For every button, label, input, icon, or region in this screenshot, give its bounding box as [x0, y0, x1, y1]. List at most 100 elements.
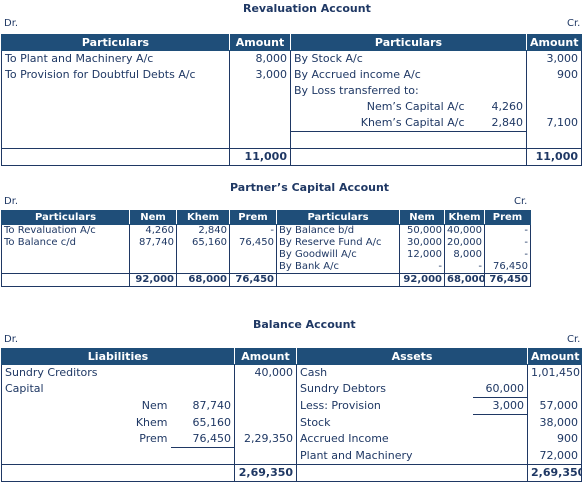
table-row: To Plant and Machinery A/c 8,000 By Stoc…	[2, 50, 583, 67]
header-cell: Nem	[399, 210, 445, 225]
header-cell: Particulars	[276, 210, 400, 225]
asset-label: Less: Provision	[300, 398, 381, 412]
total-left-khem: 68,000	[176, 273, 230, 287]
debit-nem: 4,260	[129, 224, 177, 237]
table-row: To Provision for Doubtful Debts A/c 3,00…	[2, 67, 583, 83]
credit-khem: 8,000	[444, 249, 485, 261]
liability-label: Sundry Creditors	[5, 366, 98, 379]
credit-amount: 3,000	[526, 50, 583, 67]
partner-name: Khem	[135, 415, 168, 429]
credit-nem: 12,000	[399, 249, 445, 261]
asset-amount: 1,01,450	[527, 364, 583, 381]
liability-amount: 40,000	[234, 364, 298, 381]
credit-prem: 76,450	[484, 261, 531, 274]
capital-header-row: Particulars Nem Khem Prem Particulars Ne…	[1, 210, 531, 225]
table-row: Sundry Creditors 40,000 Cash 1,01,450	[2, 364, 583, 381]
total-right: 11,000	[526, 148, 583, 166]
revaluation-dr-label: Dr.	[4, 18, 19, 29]
capital-dr-label: Dr.	[4, 196, 19, 207]
asset-amount: 900	[527, 431, 583, 448]
credit-particulars: By Reserve Fund A/c	[279, 237, 382, 248]
header-particulars-left: Particulars	[1, 34, 230, 51]
balance-cr-label: Cr.	[567, 334, 581, 345]
credit-prem: -	[484, 224, 531, 237]
credit-nem: -	[399, 261, 445, 274]
total-right-prem: 76,450	[484, 273, 531, 287]
asset-label: Stock	[300, 415, 331, 429]
table-row: Khem 65,160 Stock 38,000	[2, 414, 583, 431]
asset-amount: 38,000	[527, 414, 583, 431]
table-row	[2, 131, 583, 149]
capital-total: 2,29,350	[234, 431, 298, 448]
revaluation-total-row: 11,000 11,000	[1, 148, 583, 166]
credit-khem: -	[444, 261, 485, 274]
credit-particulars: By Loss transferred to:	[294, 84, 419, 97]
credit-particulars: By Balance b/d	[279, 225, 355, 236]
capital-cr-label: Cr.	[514, 196, 528, 207]
asset-label: Plant and Machinery	[300, 448, 413, 462]
credit-khem: 20,000	[444, 237, 485, 249]
partner-capital: 87,740	[192, 398, 232, 412]
total-left: 2,69,350	[234, 464, 298, 482]
credit-particulars: By Accrued income A/c	[294, 68, 421, 81]
table-row: Nem 87,740 Less: Provision 3,000 57,000	[2, 397, 583, 415]
balance-total-row: 2,69,350 2,69,350	[1, 464, 583, 482]
debit-particulars: To Balance c/d	[4, 237, 76, 248]
loss-partner-value: 2,840	[470, 115, 527, 132]
table-row: To Balance c/d 87,740 65,160 76,450 By R…	[2, 237, 531, 249]
total-right-nem: 92,000	[399, 273, 445, 287]
credit-nem: 50,000	[399, 224, 445, 237]
header-liabilities: Liabilities	[0, 348, 236, 365]
revaluation-title: Revaluation Account	[243, 2, 371, 15]
revaluation-table: Particulars Amount Particulars Amount To…	[1, 34, 583, 166]
loss-partner-name: Nem’s Capital A/c	[366, 100, 465, 113]
balance-table: Liabilities Amount Assets Amount Sundry …	[0, 348, 583, 482]
partner-name: Prem	[139, 432, 168, 445]
total-left-prem: 76,450	[229, 273, 277, 287]
table-row: By Bank A/c - - 76,450	[2, 261, 531, 274]
table-row: By Loss transferred to:	[2, 83, 583, 99]
header-cell: Particulars	[1, 210, 130, 225]
credit-prem: -	[484, 237, 531, 249]
loss-partner-name: Khem’s Capital A/c	[290, 115, 471, 132]
header-amount-right: Amount	[527, 348, 583, 365]
debit-particulars: To Plant and Machinery A/c	[5, 52, 154, 65]
header-cell: Khem	[444, 210, 485, 225]
table-row: Capital Sundry Debtors 60,000	[2, 381, 583, 398]
header-cell: Prem	[484, 210, 531, 225]
table-row: Plant and Machinery 72,000	[2, 447, 583, 465]
table-row: Prem 76,450 2,29,350 Accrued Income 900	[2, 431, 583, 448]
revaluation-cr-label: Cr.	[567, 18, 581, 29]
revaluation-header-row: Particulars Amount Particulars Amount	[1, 34, 583, 51]
asset-amount: 72,000	[527, 447, 583, 465]
table-row: Khem’s Capital A/c 2,840 7,100	[2, 115, 583, 132]
header-assets: Assets	[296, 348, 529, 365]
debit-prem: -	[229, 224, 277, 237]
capital-label: Capital	[5, 382, 44, 395]
credit-prem: -	[484, 249, 531, 261]
header-particulars-right: Particulars	[289, 34, 528, 51]
partner-name: Nem	[141, 398, 168, 412]
header-cell: Nem	[129, 210, 177, 225]
credit-particulars: By Goodwill A/c	[279, 249, 357, 260]
loss-total: 7,100	[526, 115, 583, 132]
asset-label: Sundry Debtors	[300, 382, 386, 395]
header-amount-right: Amount	[526, 34, 583, 51]
loss-partner-value: 4,260	[491, 100, 524, 113]
asset-amount: 57,000	[527, 397, 583, 415]
total-left-nem: 92,000	[129, 273, 177, 287]
debit-particulars: To Provision for Doubtful Debts A/c	[5, 68, 196, 81]
debit-khem: 65,160	[176, 237, 230, 249]
capital-total-row: 92,000 68,000 76,450 92,000 68,000 76,45…	[1, 273, 531, 287]
partner-capital: 65,160	[192, 415, 232, 429]
asset-sub-amount: 3,000	[472, 397, 528, 415]
debit-nem: 87,740	[129, 237, 177, 249]
credit-nem: 30,000	[399, 237, 445, 249]
total-left: 11,000	[229, 148, 291, 166]
balance-dr-label: Dr.	[4, 334, 19, 345]
asset-sub-amount: 60,000	[472, 381, 528, 398]
credit-khem: 40,000	[444, 224, 485, 237]
debit-khem: 2,840	[176, 224, 230, 237]
credit-particulars: By Stock A/c	[294, 52, 363, 65]
balance-header-row: Liabilities Amount Assets Amount	[0, 348, 583, 365]
